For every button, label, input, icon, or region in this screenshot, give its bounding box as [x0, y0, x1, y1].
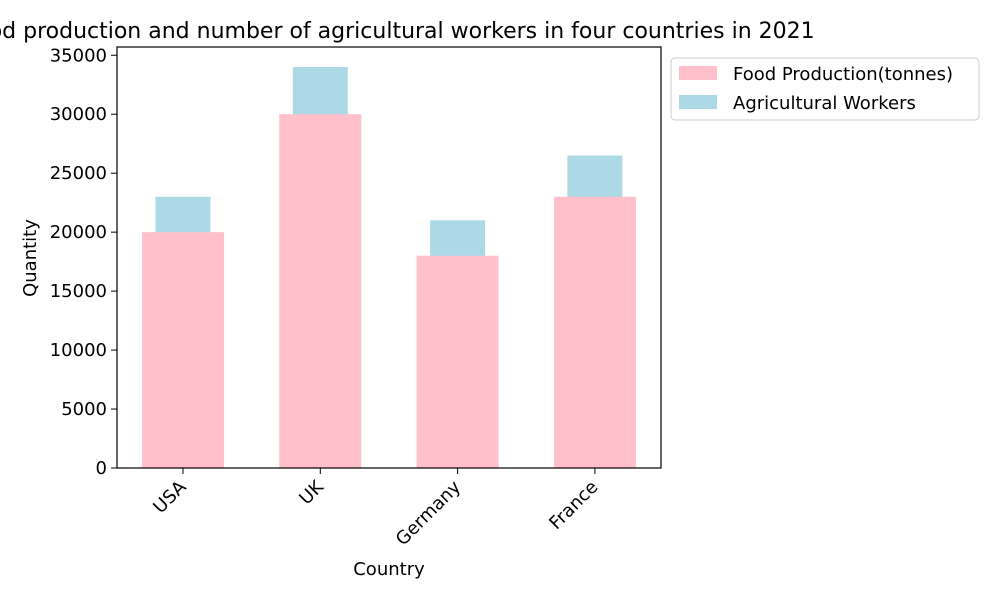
food-production-bars-group	[142, 114, 636, 468]
bar-food-production-uk	[279, 114, 362, 468]
y-axis-label: Quantity	[20, 219, 41, 297]
x-axis: USA UK Germany France	[149, 468, 602, 550]
plot-frame	[116, 46, 662, 469]
x-tick-label-germany: Germany	[392, 476, 466, 550]
legend-frame	[670, 57, 980, 121]
bar-food-production-usa	[142, 232, 224, 468]
legend-swatch-food-production	[679, 66, 717, 80]
x-tick-label-uk: UK	[295, 476, 328, 509]
bar-food-production-france	[553, 196, 636, 468]
bar-food-production-germany	[416, 255, 499, 468]
y-tick-label: 25000	[50, 163, 107, 184]
y-tick-label: 10000	[50, 340, 107, 361]
y-axis: 0 5000 10000 15000 20000 25000 30000 35000	[50, 45, 117, 479]
y-tick-label: 35000	[50, 45, 107, 66]
x-tick-label-france: France	[545, 477, 602, 534]
y-tick-label: 20000	[50, 222, 107, 243]
x-axis-label: Country	[353, 559, 425, 580]
chart-title: Food production and number of agricultur…	[0, 19, 815, 44]
legend-label-agricultural-workers: Agricultural Workers	[733, 93, 916, 114]
legend-swatch-agricultural-workers	[679, 95, 717, 109]
x-tick-label-usa: USA	[149, 476, 191, 518]
y-tick-label: 5000	[61, 399, 107, 420]
workers-bars-group	[155, 67, 623, 469]
legend-label-food-production: Food Production(tonnes)	[733, 64, 953, 85]
legend: Food Production(tonnes) Agricultural Wor…	[670, 57, 980, 121]
y-tick-label: 15000	[50, 281, 107, 302]
y-tick-label: 0	[96, 458, 107, 479]
y-tick-label: 30000	[50, 104, 107, 125]
